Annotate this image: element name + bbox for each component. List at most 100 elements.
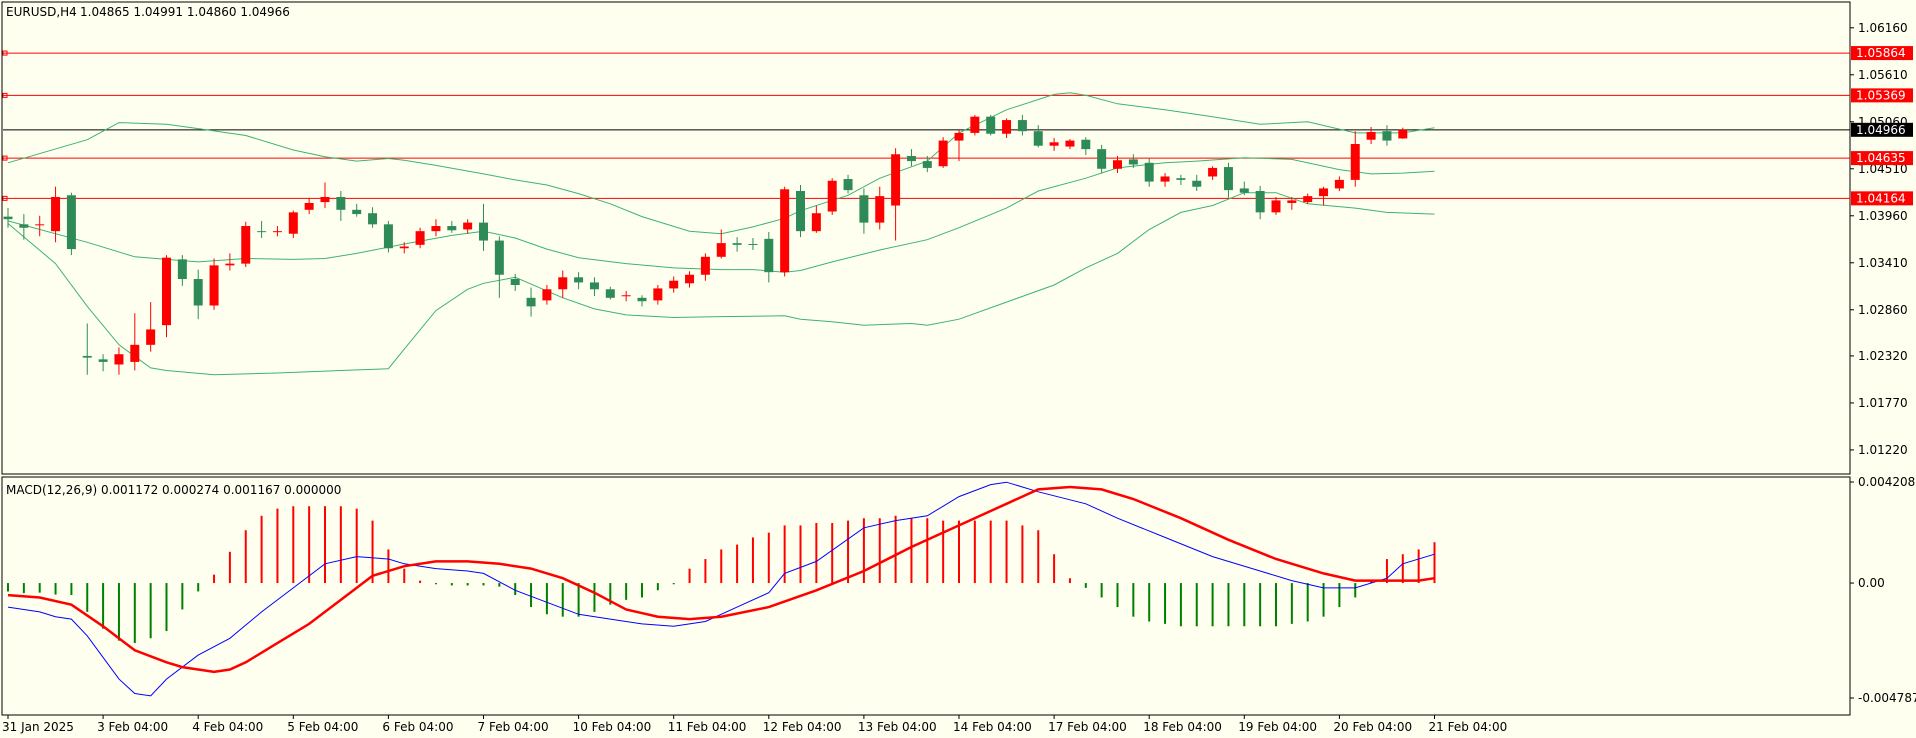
- time-tick-label-0: 31 Jan 2025: [2, 720, 74, 734]
- candle-body-47: [748, 243, 758, 245]
- candle-body-20: [320, 196, 330, 203]
- candle-body-37: [589, 282, 599, 290]
- candle-body-73: [1160, 176, 1170, 182]
- candle-body-17: [272, 231, 282, 233]
- candle-body-8: [130, 344, 140, 362]
- macd-tick-label-2: -0.004787: [1858, 691, 1916, 705]
- candle-body-55: [875, 196, 885, 223]
- candle-body-13: [209, 265, 219, 306]
- bollinger-middle: [7, 157, 1435, 273]
- price-tick-label-7: 1.02320: [1858, 349, 1908, 363]
- candle-body-45: [716, 243, 726, 257]
- candle-body-15: [241, 226, 251, 264]
- candle-body-88: [1398, 129, 1408, 139]
- candle-body-57: [906, 155, 916, 162]
- candle-body-72: [1144, 162, 1154, 182]
- price-tick-label-5: 1.03410: [1858, 256, 1908, 270]
- level-label-bg-1: [1851, 88, 1913, 103]
- candle-body-40: [637, 297, 647, 302]
- candle-body-27: [431, 226, 441, 232]
- macd-tick-label-1: 0.00: [1858, 576, 1885, 590]
- candle-body-75: [1192, 180, 1202, 187]
- price-tick-label-1: 1.05610: [1858, 68, 1908, 82]
- candle-body-50: [796, 191, 805, 232]
- candle-body-43: [685, 274, 695, 284]
- candle-body-63: [1002, 120, 1012, 134]
- candle-body-22: [352, 209, 362, 215]
- candle-body-34: [542, 289, 552, 301]
- candle-body-6: [98, 359, 108, 362]
- macd-title: MACD(12,26,9) 0.001172 0.000274 0.001167…: [6, 483, 341, 497]
- candle-body-39: [621, 295, 631, 297]
- time-tick-label-11: 17 Feb 04:00: [1048, 720, 1127, 734]
- candle-body-3: [51, 196, 61, 232]
- candle-body-10: [162, 257, 171, 326]
- candle-body-28: [447, 226, 457, 231]
- candle-body-76: [1208, 167, 1218, 177]
- macd-tick-label-0: 0.004208: [1858, 475, 1915, 489]
- level-marker-3: [2, 195, 8, 201]
- candlesticks: [3, 114, 1408, 375]
- candle-body-53: [843, 179, 853, 191]
- candle-body-12: [193, 279, 203, 306]
- candle-body-1: [19, 224, 29, 228]
- candle-body-7: [114, 354, 124, 365]
- bollinger-lower: [7, 192, 1435, 376]
- candle-body-16: [257, 231, 267, 233]
- horizontal-levels: [2, 50, 1850, 201]
- candle-body-59: [938, 140, 948, 167]
- candle-body-26: [415, 231, 425, 245]
- time-tick-label-9: 13 Feb 04:00: [858, 720, 937, 734]
- time-tick-label-7: 11 Feb 04:00: [668, 720, 747, 734]
- symbol-title: EURUSD,H4: [6, 5, 77, 19]
- macd-axis: 0.004208 0.00 -0.004787: [1850, 475, 1916, 705]
- macd-lines: [7, 481, 1435, 697]
- candle-body-14: [225, 263, 235, 266]
- price-tick-label-4: 1.03960: [1858, 209, 1908, 223]
- candle-body-25: [399, 246, 409, 249]
- time-tick-label-12: 18 Feb 04:00: [1143, 720, 1222, 734]
- level-label-1: 1.05369: [1856, 88, 1906, 102]
- candle-body-46: [732, 243, 742, 245]
- level-marker-1: [2, 92, 8, 98]
- candle-body-36: [574, 277, 584, 283]
- time-tick-label-13: 19 Feb 04:00: [1238, 720, 1317, 734]
- level-marker-2: [2, 155, 8, 161]
- candle-body-79: [1255, 191, 1265, 213]
- candle-body-85: [1350, 144, 1360, 180]
- price-tick-label-0: 1.06160: [1858, 21, 1908, 35]
- level-label-bg-3: [1851, 191, 1913, 206]
- candle-body-2: [35, 224, 45, 226]
- candle-body-4: [66, 195, 76, 250]
- time-tick-label-10: 14 Feb 04:00: [953, 720, 1032, 734]
- price-label: 1.04966: [1856, 123, 1906, 137]
- candle-body-58: [922, 161, 932, 168]
- level-labels: 1.05864 1.05369 1.04635 1.04164 1.04966: [1851, 46, 1913, 206]
- time-tick-label-2: 4 Feb 04:00: [192, 720, 263, 734]
- candle-body-0: [3, 216, 13, 220]
- candle-body-82: [1303, 196, 1313, 203]
- level-marker-0: [2, 50, 8, 56]
- ohlc-header: 1.04865 1.04991 1.04860 1.04966: [80, 5, 290, 19]
- time-tick-label-3: 5 Feb 04:00: [287, 720, 358, 734]
- candle-body-56: [891, 154, 901, 206]
- level-label-bg-2: [1851, 151, 1913, 166]
- candle-body-44: [700, 256, 710, 275]
- time-axis: 31 Jan 2025 3 Feb 04:00 4 Feb 04:00 5 Feb 0…: [2, 715, 1507, 734]
- candle-body-78: [1239, 188, 1249, 193]
- candle-body-62: [986, 116, 996, 134]
- candle-body-29: [463, 222, 473, 230]
- candle-body-49: [780, 189, 790, 273]
- macd-series-signal: [7, 485, 1435, 674]
- time-tick-label-14: 20 Feb 04:00: [1333, 720, 1412, 734]
- time-tick-label-5: 7 Feb 04:00: [478, 720, 549, 734]
- level-label-3: 1.04164: [1856, 191, 1906, 205]
- candle-body-11: [177, 259, 187, 280]
- macd-series-macd: [7, 481, 1435, 697]
- candle-body-74: [1176, 178, 1186, 180]
- candle-body-84: [1334, 179, 1344, 189]
- candle-body-24: [383, 224, 393, 249]
- candle-body-61: [970, 116, 980, 133]
- candle-body-67: [1065, 140, 1075, 147]
